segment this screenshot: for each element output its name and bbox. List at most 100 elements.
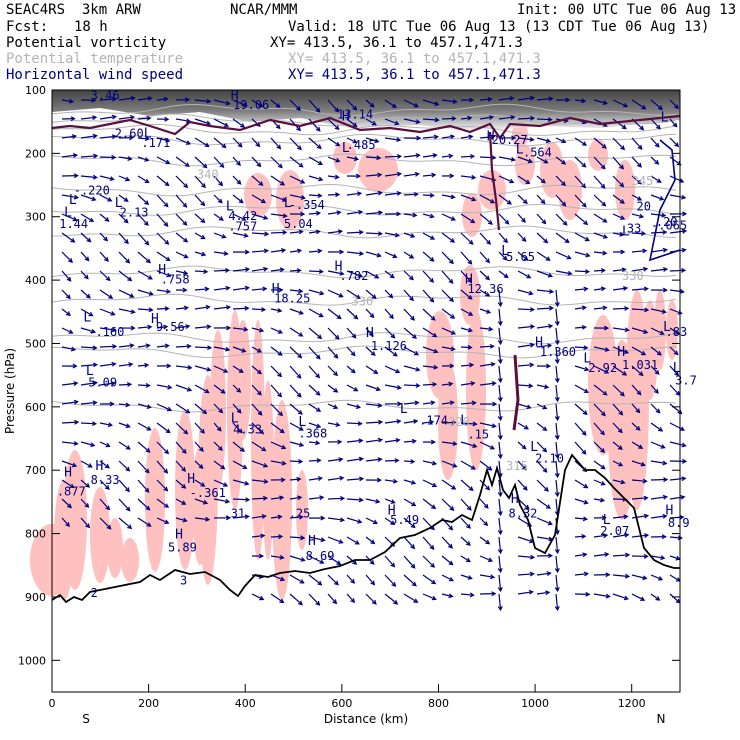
wind-vector bbox=[80, 460, 92, 468]
wind-vector bbox=[346, 458, 363, 462]
wind-vector bbox=[327, 422, 340, 426]
wind-arrowhead bbox=[561, 159, 567, 165]
wind-arrowhead bbox=[374, 274, 380, 279]
wind-vector bbox=[479, 213, 493, 225]
wind-arrowhead bbox=[166, 406, 173, 412]
wind-arrowhead bbox=[542, 404, 548, 410]
wind-vector bbox=[403, 440, 416, 443]
wind-vector bbox=[536, 232, 548, 244]
pv-shading-blob bbox=[462, 193, 482, 237]
wind-arrowhead bbox=[554, 586, 560, 593]
wind-vector bbox=[137, 344, 150, 348]
pv-extremum-label: 2.13 bbox=[120, 206, 149, 220]
wind-arrowhead bbox=[471, 174, 477, 180]
wind-arrowhead bbox=[370, 351, 376, 357]
wind-arrowhead bbox=[297, 600, 303, 606]
pv-extremum-label: H bbox=[95, 459, 103, 474]
wind-vector bbox=[156, 498, 169, 508]
wind-vector bbox=[289, 536, 305, 539]
wind-arrowhead bbox=[487, 466, 493, 471]
pv-shading-blob bbox=[642, 300, 658, 400]
wind-arrowhead bbox=[338, 293, 344, 298]
wind-vector bbox=[80, 327, 96, 333]
wind-arrowhead bbox=[658, 427, 664, 432]
wind-vector bbox=[650, 593, 660, 601]
wind-vector bbox=[517, 251, 528, 261]
wind-vector bbox=[631, 422, 641, 431]
wind-vector bbox=[517, 270, 531, 279]
wind-vector bbox=[441, 574, 454, 582]
wind-vector bbox=[365, 118, 377, 126]
pv-extremum-label: 1.126 bbox=[371, 339, 407, 353]
wind-vector bbox=[289, 289, 303, 292]
wind-vector bbox=[61, 232, 75, 243]
wind-arrowhead bbox=[554, 320, 560, 327]
wind-arrowhead bbox=[315, 126, 321, 132]
wind-vector bbox=[650, 118, 661, 130]
wind-arrowhead bbox=[200, 218, 206, 224]
wind-vector bbox=[460, 270, 472, 283]
wind-vector bbox=[650, 460, 667, 465]
wind-vector bbox=[403, 479, 416, 484]
pv-extremum-label: H bbox=[388, 504, 396, 519]
wind-arrowhead bbox=[620, 145, 626, 151]
wind-arrowhead bbox=[497, 605, 503, 612]
wind-arrowhead bbox=[472, 421, 478, 427]
wind-arrowhead bbox=[620, 215, 626, 220]
wind-arrowhead bbox=[674, 371, 680, 377]
pv-extremum-label: .15 bbox=[467, 428, 489, 442]
wind-arrowhead bbox=[396, 211, 402, 217]
wind-arrowhead bbox=[259, 327, 265, 333]
wind-arrowhead bbox=[541, 219, 547, 225]
wind-vector bbox=[346, 517, 362, 523]
pv-extremum-label: H bbox=[64, 466, 72, 481]
wind-vector bbox=[384, 593, 398, 605]
wind-arrowhead bbox=[432, 153, 438, 158]
wind-vector bbox=[384, 192, 401, 196]
wind-arrowhead bbox=[225, 346, 231, 352]
wind-vector bbox=[137, 308, 153, 311]
wind-arrowhead bbox=[280, 181, 286, 186]
wind-vector bbox=[346, 593, 355, 603]
wind-arrowhead bbox=[545, 138, 552, 144]
wind-vector bbox=[80, 289, 91, 299]
wind-vector bbox=[422, 365, 438, 369]
wind-vector bbox=[555, 270, 572, 275]
wind-arrowhead bbox=[218, 216, 224, 221]
wind-arrowhead bbox=[448, 560, 454, 566]
wind-arrowhead bbox=[355, 173, 361, 179]
wind-vector bbox=[384, 118, 399, 125]
wind-vector bbox=[555, 327, 559, 344]
wind-arrowhead bbox=[183, 237, 189, 243]
wind-arrowhead bbox=[413, 103, 420, 108]
wind-vector bbox=[669, 156, 681, 166]
wind-vector bbox=[346, 439, 363, 443]
wind-arrowhead bbox=[69, 483, 75, 489]
wind-vector bbox=[441, 441, 457, 445]
pv-extremum-label: H bbox=[308, 534, 316, 549]
wind-arrowhead bbox=[450, 216, 456, 221]
wind-vector bbox=[365, 421, 382, 424]
wind-arrowhead bbox=[104, 217, 110, 222]
wind-vector bbox=[175, 232, 188, 243]
wind-arrowhead bbox=[391, 103, 397, 109]
wind-vector bbox=[61, 327, 73, 334]
wind-vector bbox=[441, 498, 454, 511]
wind-arrowhead bbox=[449, 134, 456, 140]
wind-arrowhead bbox=[104, 256, 109, 262]
wind-vector bbox=[517, 364, 534, 367]
x-end-label-right: N bbox=[657, 712, 666, 726]
wind-arrowhead bbox=[92, 400, 98, 406]
wind-vector bbox=[498, 308, 502, 325]
wind-arrowhead bbox=[317, 160, 323, 166]
wind-vector bbox=[308, 270, 323, 273]
wind-vector bbox=[308, 477, 322, 481]
wind-vector bbox=[460, 251, 472, 265]
wind-arrowhead bbox=[497, 567, 503, 574]
wind-arrowhead bbox=[504, 219, 510, 225]
wind-arrowhead bbox=[66, 276, 72, 282]
wind-arrowhead bbox=[617, 428, 623, 434]
wind-vector bbox=[213, 99, 230, 105]
wind-vector bbox=[612, 554, 629, 557]
wind-arrowhead bbox=[279, 495, 285, 501]
